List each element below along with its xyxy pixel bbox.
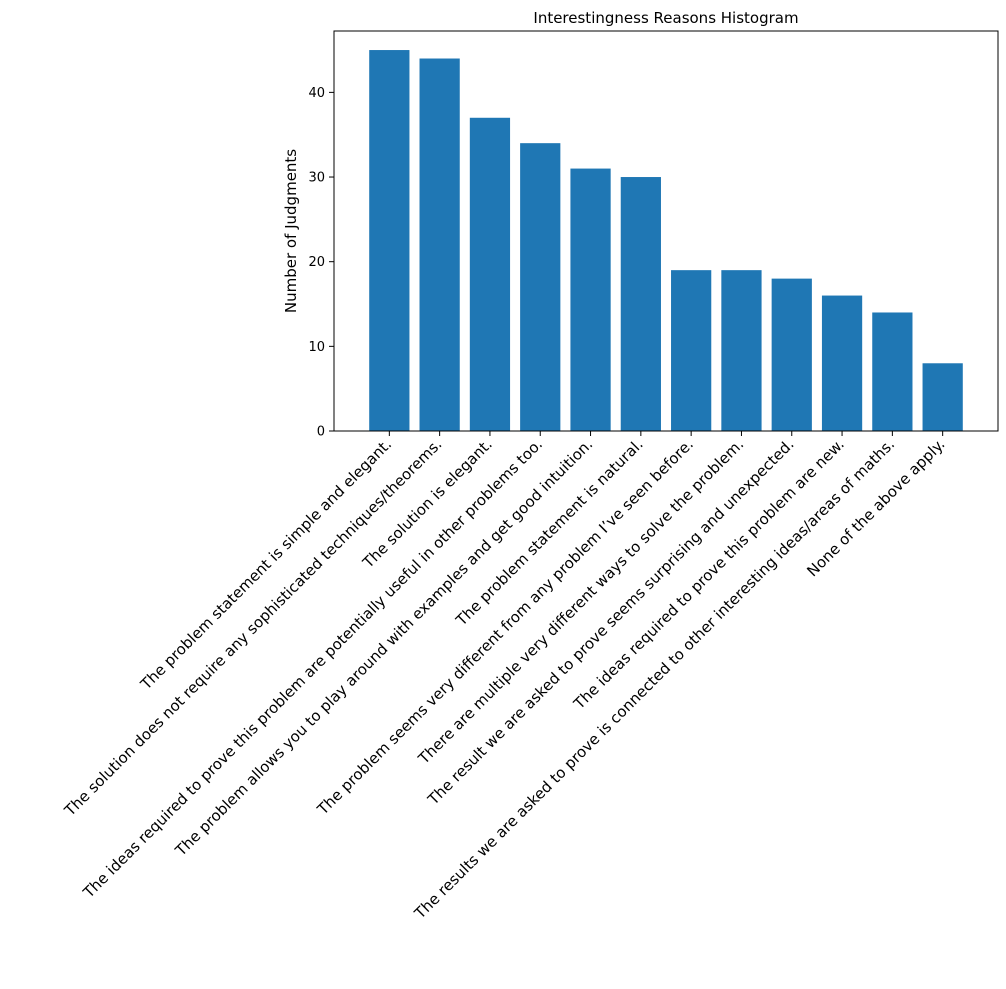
bar (922, 363, 963, 431)
bar (821, 295, 863, 431)
bar (721, 270, 762, 431)
bar (620, 177, 661, 431)
x-tick-label: The problem seems very different from an… (313, 435, 697, 819)
bar (419, 58, 460, 431)
x-tick-label: The problem statement is natural. (452, 435, 647, 630)
y-axis-label: Number of Judgments (282, 149, 300, 313)
bar (671, 270, 712, 431)
chart-title: Interestingness Reasons Histogram (533, 9, 798, 27)
x-tick-label: The problem statement is simple and eleg… (136, 435, 395, 694)
plot-frame (333, 30, 999, 432)
x-tick-label: There are multiple very different ways t… (414, 435, 747, 768)
bar (469, 117, 511, 431)
y-tick-label: 0 (317, 425, 325, 440)
y-tick-label: 30 (308, 171, 325, 186)
bars-group (369, 50, 963, 432)
y-tick-label: 20 (308, 255, 325, 270)
bar (520, 143, 561, 431)
y-tick-label: 10 (308, 340, 325, 355)
bar (570, 168, 611, 431)
y-axis-ticks: 0 10 20 30 40 (308, 86, 334, 440)
bar (872, 312, 913, 431)
y-tick-label: 40 (308, 86, 325, 101)
bar (369, 50, 410, 432)
x-tick-label: The solution does not require any sophis… (60, 435, 445, 820)
bar (771, 278, 812, 431)
x-axis-ticks: The problem statement is simple and eleg… (60, 431, 948, 923)
